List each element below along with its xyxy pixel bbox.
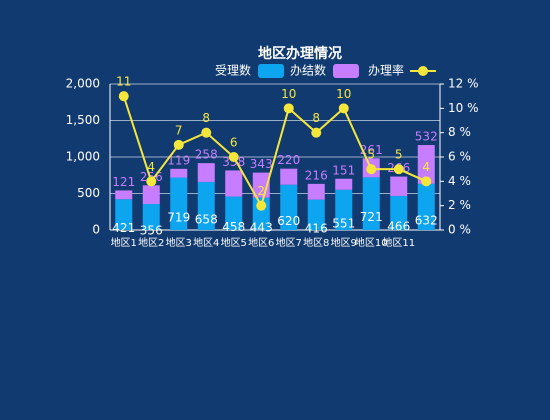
chart-title: 地区办理情况 bbox=[258, 45, 342, 62]
bar bbox=[335, 189, 353, 230]
rate-label: 5 bbox=[367, 148, 375, 162]
bar bbox=[115, 190, 133, 200]
rate-point bbox=[173, 139, 184, 150]
y-tick-label: 0 bbox=[92, 223, 100, 237]
x-tick-label: 地区2 bbox=[138, 236, 164, 249]
rate-point bbox=[311, 127, 322, 138]
rate-point bbox=[421, 176, 432, 187]
value-label: 416 bbox=[305, 221, 328, 235]
y2-tick-label: 10 % bbox=[448, 101, 479, 115]
bar bbox=[417, 183, 435, 230]
y-tick-label: 500 bbox=[77, 186, 100, 200]
y2-tick-label: 12 % bbox=[448, 77, 479, 91]
rate-label: 5 bbox=[395, 148, 403, 162]
x-tick-label: 地区5 bbox=[221, 236, 247, 249]
value-label: 551 bbox=[332, 216, 355, 230]
rate-point bbox=[146, 176, 157, 187]
rate-label: 6 bbox=[230, 136, 238, 150]
rate-point bbox=[256, 200, 267, 211]
x-tick-label: 地区8 bbox=[303, 236, 329, 249]
value-label: 356 bbox=[140, 224, 163, 238]
y2-tick-label: 6 % bbox=[448, 150, 471, 164]
y2-tick-label: 0 % bbox=[448, 223, 471, 237]
y-tick-label: 1,000 bbox=[66, 150, 100, 164]
rate-label: 4 bbox=[422, 160, 430, 174]
rate-label: 2 bbox=[257, 184, 265, 198]
rate-point bbox=[201, 127, 212, 138]
bar bbox=[307, 183, 325, 200]
y2-tick-label: 2 % bbox=[448, 198, 471, 212]
legend-icon bbox=[333, 64, 359, 78]
x-tick-label: 地区7 bbox=[276, 236, 302, 249]
value-label: 443 bbox=[250, 220, 273, 234]
bar bbox=[225, 170, 243, 197]
bar bbox=[362, 177, 380, 230]
bar bbox=[170, 177, 188, 230]
rate-point bbox=[338, 103, 349, 114]
x-tick-label: 地区11 bbox=[382, 236, 415, 249]
value-label: 466 bbox=[387, 219, 410, 233]
x-tick-label: 地区10 bbox=[355, 236, 388, 249]
legend-label: 办理率 bbox=[368, 63, 404, 78]
rate-point bbox=[118, 91, 129, 102]
y2-tick-label: 4 % bbox=[448, 174, 471, 188]
bar bbox=[335, 178, 353, 190]
rate-label: 10 bbox=[336, 87, 351, 101]
rate-label: 4 bbox=[147, 160, 155, 174]
rate-label: 11 bbox=[116, 75, 131, 89]
bar bbox=[417, 145, 435, 184]
value-label: 620 bbox=[277, 214, 300, 228]
bar bbox=[307, 199, 325, 230]
bar bbox=[225, 196, 243, 230]
rate-point bbox=[366, 164, 377, 175]
value-label: 658 bbox=[195, 212, 218, 226]
x-tick-label: 地区1 bbox=[111, 236, 137, 249]
legend-icon bbox=[258, 64, 284, 78]
bar bbox=[280, 168, 298, 185]
legend-label: 办结数 bbox=[290, 63, 326, 78]
rate-point bbox=[228, 152, 239, 162]
bar bbox=[197, 163, 215, 182]
value-label: 121 bbox=[112, 175, 135, 189]
value-label: 220 bbox=[277, 153, 300, 167]
y-tick-label: 2,000 bbox=[66, 77, 100, 91]
legend-label: 受理数 bbox=[215, 63, 251, 78]
bar bbox=[170, 168, 188, 178]
value-label: 343 bbox=[250, 157, 273, 171]
rate-label: 8 bbox=[312, 111, 320, 125]
bar bbox=[390, 176, 408, 196]
bar bbox=[142, 204, 160, 230]
legend-icon bbox=[418, 66, 428, 76]
x-tick-label: 地区4 bbox=[193, 236, 219, 249]
x-tick-label: 地区3 bbox=[166, 236, 192, 249]
value-label: 151 bbox=[332, 163, 355, 177]
bar bbox=[280, 184, 298, 230]
y-tick-label: 1,500 bbox=[66, 113, 100, 127]
x-tick-label: 地区9 bbox=[331, 236, 357, 249]
value-label: 421 bbox=[112, 221, 135, 235]
bar bbox=[390, 195, 408, 230]
value-label: 721 bbox=[360, 210, 383, 224]
y2-tick-label: 8 % bbox=[448, 125, 471, 139]
value-label: 532 bbox=[415, 130, 438, 144]
value-label: 216 bbox=[305, 168, 328, 182]
value-label: 632 bbox=[415, 213, 438, 227]
bar bbox=[197, 181, 215, 230]
rate-point bbox=[393, 164, 404, 175]
value-label: 258 bbox=[195, 148, 218, 162]
x-tick-label: 地区6 bbox=[248, 236, 274, 249]
value-label: 719 bbox=[167, 210, 190, 224]
rate-point bbox=[283, 103, 294, 114]
value-label: 261 bbox=[360, 143, 383, 157]
rate-label: 8 bbox=[202, 111, 210, 125]
value-label: 458 bbox=[222, 220, 245, 234]
bar bbox=[142, 185, 160, 205]
bar bbox=[115, 199, 133, 230]
rate-label: 10 bbox=[281, 87, 296, 101]
value-label: 119 bbox=[167, 153, 190, 167]
rate-label: 7 bbox=[175, 123, 183, 137]
